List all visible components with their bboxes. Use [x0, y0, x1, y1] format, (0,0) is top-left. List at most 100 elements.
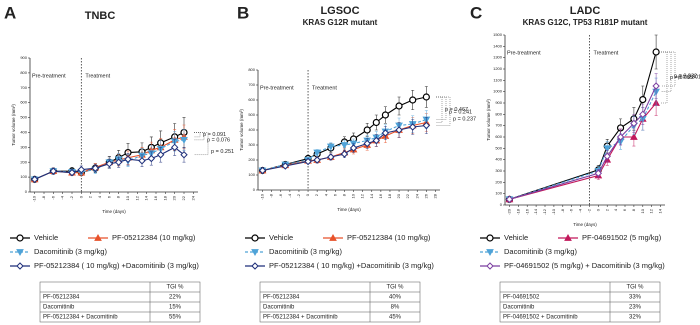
marker [340, 150, 349, 158]
x-tick-label: 8 [342, 193, 347, 196]
marker [16, 249, 24, 257]
table-cell: Dacomitinib [43, 305, 75, 311]
table-cell: 15% [169, 305, 182, 311]
series [505, 34, 660, 203]
series [505, 90, 660, 203]
table-cell: PF-05212384 [43, 295, 80, 301]
marker [639, 110, 647, 119]
x-tick-label: -20 [507, 208, 512, 215]
y-tick-label: 1200 [493, 66, 503, 71]
marker [251, 249, 259, 257]
y-tick-label: 300 [495, 168, 502, 173]
p-bracket [661, 51, 672, 92]
marker [326, 143, 335, 151]
table-cell: 40% [389, 295, 402, 301]
y-tick-label: 600 [248, 97, 255, 102]
y-tick-label: 700 [20, 85, 27, 90]
marker [170, 143, 179, 152]
x-tick-label: -10 [260, 193, 265, 200]
y-tick-label: 1400 [493, 43, 503, 48]
y-tick-label: 1000 [493, 89, 503, 94]
marker [138, 157, 146, 165]
pre-treatment-label: Pre-treatment [260, 85, 294, 91]
panel-letter: C [470, 3, 482, 22]
x-tick-label: -2 [587, 208, 592, 212]
series [258, 116, 431, 175]
marker [340, 142, 349, 150]
x-tick-label: -10 [551, 208, 556, 215]
x-tick-label: 22 [405, 193, 410, 198]
panel-letter: B [237, 3, 249, 22]
x-tick-label: -14 [533, 208, 538, 215]
x-tick-label: -2 [296, 193, 301, 197]
x-tick-label: 8 [116, 195, 121, 198]
marker [486, 262, 494, 270]
marker [630, 119, 638, 128]
y-tick-label: 400 [495, 157, 502, 162]
table-cell: Dacomitinib [503, 305, 535, 311]
y-tick-label: 800 [20, 70, 27, 75]
marker [180, 136, 188, 144]
marker [349, 144, 358, 152]
y-tick-label: 400 [248, 127, 255, 132]
legend-label: PF-05212384 (10 mg/kg) [112, 233, 196, 242]
x-tick-label: -4 [287, 193, 292, 197]
marker [564, 233, 572, 241]
marker [16, 262, 24, 270]
x-tick-label: 0 [595, 208, 600, 211]
y-axis-label: Tumor volume (mm³) [11, 104, 16, 146]
y-tick-label: 700 [248, 82, 255, 87]
marker [603, 145, 612, 153]
pre-treatment-label: Pre-treatment [32, 73, 66, 79]
marker [594, 169, 603, 177]
p-bracket [661, 51, 668, 104]
marker [372, 118, 380, 127]
y-tick-label: 400 [20, 130, 27, 135]
y-tick-label: 700 [495, 123, 502, 128]
marker [639, 95, 647, 104]
x-tick-label: 18 [387, 193, 392, 198]
x-tick-label: 6 [622, 208, 627, 211]
table-header: TGI % [386, 285, 404, 291]
p-value: p = 0.237 [453, 117, 476, 123]
marker [77, 165, 86, 174]
treatment-label: Treatment [85, 73, 110, 79]
legend-label: Vehicle [269, 233, 293, 242]
series [258, 86, 430, 175]
legend-label: PF-04691502 (5 mg/kg) [582, 233, 662, 242]
y-axis-label: Tumor volume (mm³) [486, 99, 491, 141]
y-tick-label: 800 [495, 111, 502, 116]
marker [68, 168, 76, 177]
p-value: p = 0.241 [449, 110, 472, 116]
y-tick-label: 0 [25, 189, 28, 194]
x-tick-label: 0 [305, 193, 310, 196]
x-axis-label: Time (days) [573, 222, 597, 227]
marker [363, 139, 371, 148]
legend-label: PF-05212384 ( 10 mg/kg) +Dacomitinib (3 … [34, 261, 199, 270]
table-cell: 45% [389, 315, 402, 321]
y-tick-label: 200 [20, 159, 27, 164]
p-value: p = 0.332 [674, 73, 697, 79]
x-tick-label: 22 [181, 195, 186, 200]
series [505, 77, 660, 204]
marker [408, 123, 417, 131]
table-header: TGI % [626, 285, 644, 291]
marker [105, 160, 114, 168]
chart-subtitle: KRAS G12R mutant [303, 18, 378, 27]
marker [422, 121, 431, 130]
x-tick-label: -6 [50, 195, 55, 199]
x-tick-label: 10 [351, 193, 356, 198]
marker [395, 126, 403, 134]
marker [16, 234, 24, 242]
x-tick-label: 24 [190, 195, 195, 200]
y-tick-label: 900 [495, 100, 502, 105]
legend-label: Dacomitinib (3 mg/kg) [34, 247, 107, 256]
x-tick-label: 2 [314, 193, 319, 196]
series [30, 129, 188, 184]
x-tick-label: 14 [144, 195, 149, 200]
table-cell: PF-04691502 [503, 295, 540, 301]
marker [652, 82, 660, 90]
y-tick-label: 300 [20, 144, 27, 149]
marker [313, 149, 321, 157]
x-tick-label: 8 [631, 208, 636, 211]
